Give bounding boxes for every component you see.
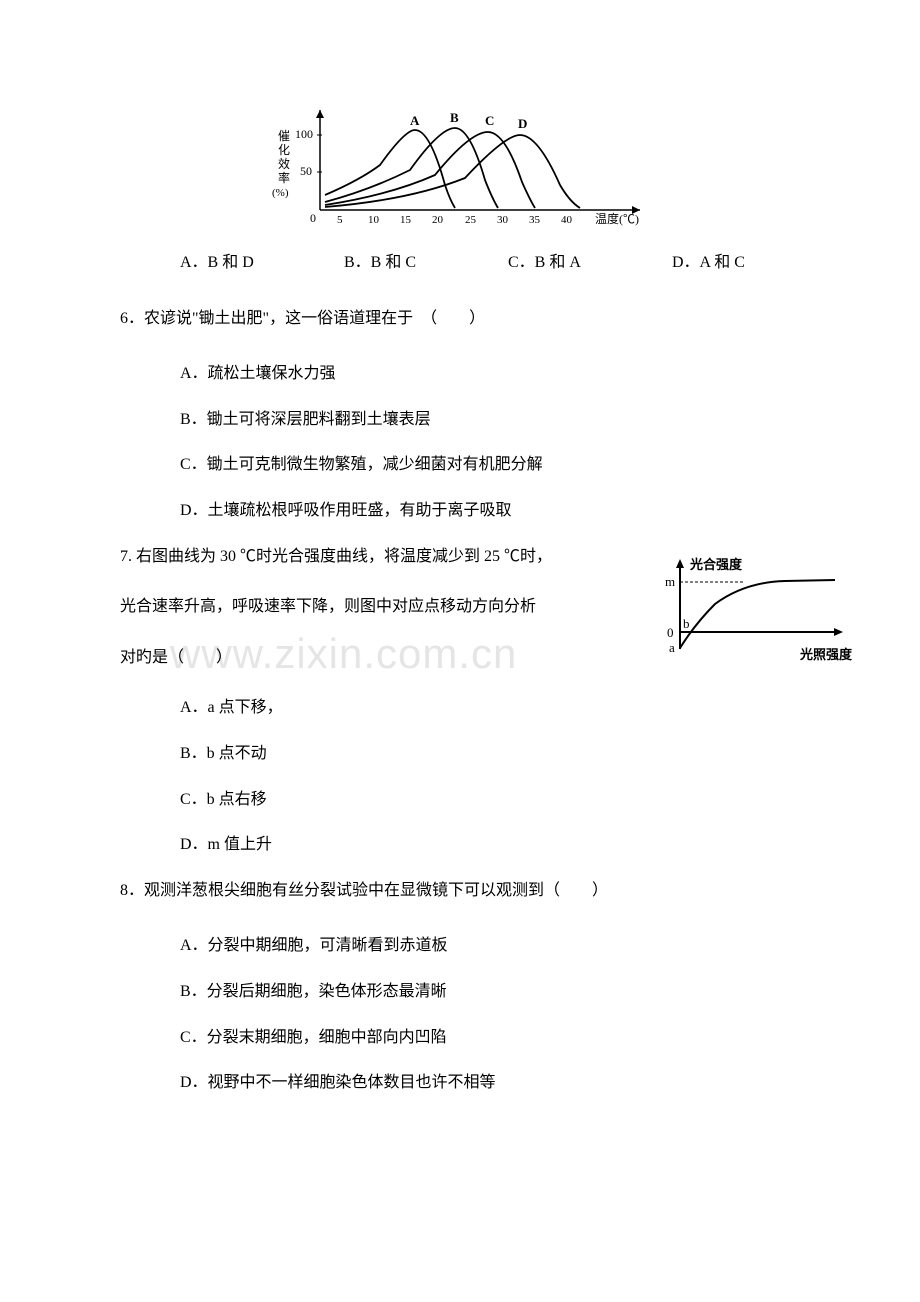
q6-option-b: B．锄土可将深层肥料翻到土壤表层 <box>120 407 800 433</box>
svg-text:a: a <box>669 640 675 655</box>
q5-option-c: C．B 和 A <box>508 250 668 276</box>
svg-text:15: 15 <box>400 214 412 226</box>
q7-option-d: D．m 值上升 <box>120 832 800 858</box>
svg-text:光合强度: 光合强度 <box>689 557 743 572</box>
svg-text:25: 25 <box>465 214 477 226</box>
svg-text:20: 20 <box>432 214 444 226</box>
svg-text:D: D <box>518 116 527 131</box>
svg-text:(%): (%) <box>272 187 289 199</box>
svg-text:5: 5 <box>337 214 343 226</box>
q8-option-c: C．分裂末期细胞，细胞中部向内凹陷 <box>120 1025 800 1051</box>
q7-block: 光合强度 光照强度 m b 0 a 7. 右图曲线为 30 ℃时光合强度曲线，将… <box>120 544 800 671</box>
q5-option-b: B．B 和 C <box>344 250 504 276</box>
svg-text:b: b <box>683 616 690 631</box>
q6-option-a: A．疏松土壤保水力强 <box>120 361 800 387</box>
svg-text:50: 50 <box>300 164 312 178</box>
svg-text:B: B <box>450 110 459 125</box>
q8-option-b: B．分裂后期细胞，染色体形态最清晰 <box>120 979 800 1005</box>
svg-text:温度(℃): 温度(℃) <box>595 211 639 226</box>
q7-photosynthesis-chart: 光合强度 光照强度 m b 0 a <box>645 554 855 678</box>
q7-option-c: C．b 点右移 <box>120 787 800 813</box>
svg-text:100: 100 <box>295 127 313 141</box>
svg-text:10: 10 <box>368 214 380 226</box>
svg-text:0: 0 <box>667 625 674 640</box>
q7-option-a: A．a 点下移， <box>120 695 800 721</box>
svg-text:效: 效 <box>278 156 290 171</box>
svg-text:率: 率 <box>278 170 290 185</box>
q5-option-d: D．A 和 C <box>672 250 792 276</box>
svg-text:30: 30 <box>497 214 509 226</box>
svg-text:40: 40 <box>561 214 573 226</box>
q7-chart-svg: 光合强度 光照强度 m b 0 a <box>645 554 855 669</box>
svg-text:A: A <box>410 113 420 128</box>
q8-option-d: D．视野中不一样细胞染色体数目也许不相等 <box>120 1070 800 1096</box>
svg-text:0: 0 <box>310 211 316 225</box>
svg-text:35: 35 <box>529 214 541 226</box>
svg-text:催: 催 <box>278 129 290 143</box>
q6-option-d: D．土壤疏松根呼吸作用旺盛，有助于离子吸取 <box>120 498 800 524</box>
enzyme-chart-svg: 催 化 效 率 (%) 100 50 0 5 10 15 20 25 30 35… <box>270 100 650 235</box>
q8-stem: 8．观测洋葱根尖细胞有丝分裂试验中在显微镜下可以观测到（ ） <box>120 878 800 904</box>
svg-text:m: m <box>665 574 675 589</box>
q8-option-a: A．分裂中期细胞，可清晰看到赤道板 <box>120 933 800 959</box>
q5-option-a: A．B 和 D <box>180 250 340 276</box>
q7-option-b: B．b 点不动 <box>120 741 800 767</box>
svg-text:C: C <box>485 113 494 128</box>
svg-text:化: 化 <box>278 143 290 157</box>
svg-text:光照强度: 光照强度 <box>799 647 853 662</box>
q6-option-c: C．锄土可克制微生物繁殖，减少细菌对有机肥分解 <box>120 452 800 478</box>
q6-stem: 6．农谚说"锄土出肥"，这一俗语道理在于 （ ） <box>120 306 800 332</box>
chart1-enzyme-curves: 催 化 效 率 (%) 100 50 0 5 10 15 20 25 30 35… <box>120 100 800 235</box>
q5-options: A．B 和 D B．B 和 C C．B 和 A D．A 和 C <box>120 250 800 276</box>
